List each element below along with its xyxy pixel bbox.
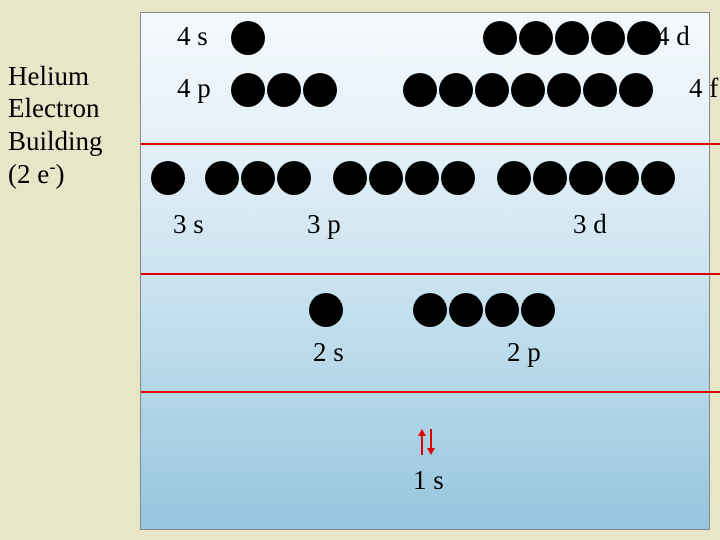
orbital-empty: [405, 161, 439, 195]
orbital-empty: [511, 73, 545, 107]
divider-2: [141, 391, 720, 393]
label-4f: 4 f: [689, 73, 718, 104]
orbital-empty: [591, 21, 625, 55]
spin-up-icon: [419, 429, 425, 455]
orbital-empty: [641, 161, 675, 195]
orbital-empty: [475, 73, 509, 107]
orbital-empty: [205, 161, 239, 195]
orbital-empty: [151, 161, 185, 195]
divider-0: [141, 143, 720, 145]
orbital-empty: [449, 293, 483, 327]
title-line-4a: (2 e: [8, 159, 49, 189]
diagram-title: Helium Electron Building (2 e-): [8, 60, 103, 191]
orbital-1s-filled: [409, 425, 443, 459]
orbital-empty: [519, 21, 553, 55]
label-4p: 4 p: [177, 73, 211, 104]
orbital-empty: [231, 21, 265, 55]
label-3s: 3 s: [173, 209, 204, 240]
spin-down-icon: [428, 429, 434, 455]
label-1s: 1 s: [413, 465, 444, 496]
title-line-1: Helium: [8, 61, 89, 91]
orbital-empty: [267, 73, 301, 107]
orbital-empty: [333, 161, 367, 195]
orbital-empty: [521, 293, 555, 327]
orbital-panel: 4 s4 d4 p4 f3 s3 p3 d2 s2 p1 s: [140, 12, 710, 530]
orbital-empty: [483, 21, 517, 55]
orbital-empty: [555, 21, 589, 55]
orbital-empty: [241, 161, 275, 195]
orbital-empty: [533, 161, 567, 195]
label-4d: 4 d: [656, 21, 690, 52]
orbital-empty: [627, 21, 661, 55]
label-4s: 4 s: [177, 21, 208, 52]
label-2p: 2 p: [507, 337, 541, 368]
orbital-empty: [277, 161, 311, 195]
title-line-3: Building: [8, 126, 103, 156]
orbital-empty: [547, 73, 581, 107]
title-line-4c: ): [56, 159, 65, 189]
divider-1: [141, 273, 720, 275]
orbital-empty: [309, 293, 343, 327]
orbital-empty: [303, 73, 337, 107]
orbital-empty: [497, 161, 531, 195]
orbital-empty: [441, 161, 475, 195]
label-3d: 3 d: [573, 209, 607, 240]
orbital-empty: [605, 161, 639, 195]
orbital-empty: [485, 293, 519, 327]
orbital-empty: [619, 73, 653, 107]
label-3p: 3 p: [307, 209, 341, 240]
orbital-empty: [231, 73, 265, 107]
title-line-2: Electron: [8, 93, 99, 123]
orbital-empty: [569, 161, 603, 195]
orbital-empty: [413, 293, 447, 327]
orbital-empty: [583, 73, 617, 107]
orbital-empty: [439, 73, 473, 107]
orbital-empty: [369, 161, 403, 195]
orbital-empty: [403, 73, 437, 107]
label-2s: 2 s: [313, 337, 344, 368]
